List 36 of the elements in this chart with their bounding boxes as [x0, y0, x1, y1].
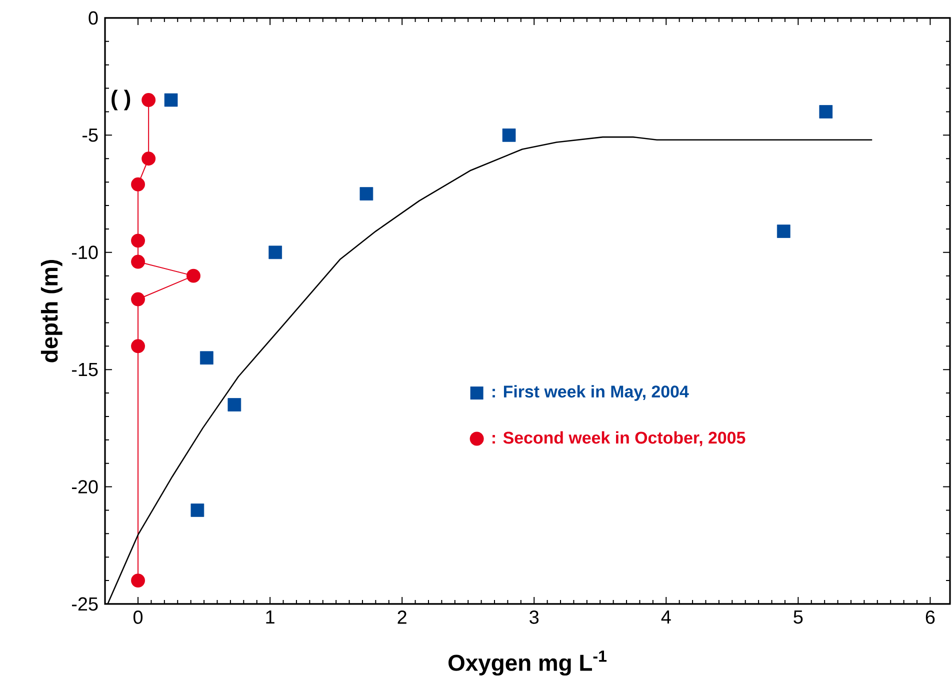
x-tick-label: 6: [926, 610, 935, 624]
x-tick-label: 2: [398, 610, 406, 624]
y-tick-label: -20: [72, 480, 98, 494]
x-axis-title: Oxygen mg L$^{-1}$: [448, 650, 607, 676]
point: [131, 339, 145, 354]
point: [228, 398, 242, 412]
x-tick-label: 5: [794, 610, 803, 624]
point: [190, 504, 204, 517]
x-tick-label: 3: [530, 610, 539, 624]
point: [819, 105, 833, 118]
point: [268, 246, 282, 260]
x-tick-label: 4: [661, 610, 671, 624]
y-tick-label: -25: [72, 597, 98, 611]
point: [186, 268, 200, 283]
y-tick-label: -10: [72, 246, 98, 260]
point: [131, 177, 145, 192]
point: [164, 93, 178, 107]
y-tick-label: 0: [88, 11, 98, 25]
x-tick-label: 1: [266, 610, 274, 624]
point: [200, 351, 214, 365]
point: [142, 152, 156, 166]
point: [131, 254, 145, 269]
point: [360, 187, 374, 200]
point: [131, 574, 145, 588]
y-tick-label: -15: [72, 362, 98, 376]
y-tick-label: -5: [82, 128, 98, 142]
legend-label: : Second week in October, 2005: [492, 431, 746, 446]
legend-label: : First week in May, 2004: [492, 385, 689, 401]
point: [502, 128, 516, 142]
point: [776, 224, 790, 238]
point: [142, 93, 156, 107]
point: [131, 292, 145, 306]
point: [131, 234, 145, 248]
y-axis-title: depth (m): [40, 260, 62, 362]
x-tick-label: 0: [133, 610, 143, 624]
annotation: ( ): [112, 90, 130, 110]
